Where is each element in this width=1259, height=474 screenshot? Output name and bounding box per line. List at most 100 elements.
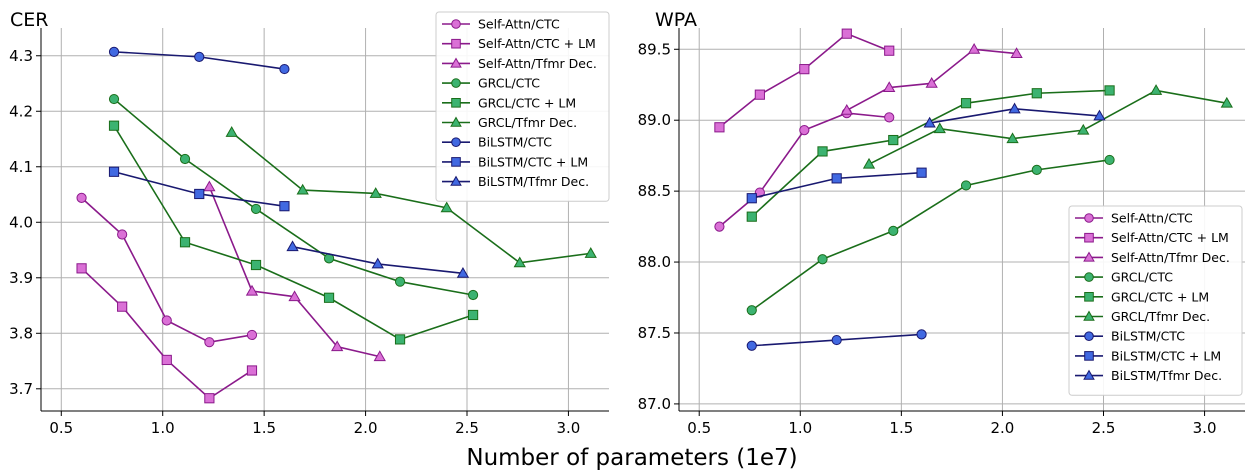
wpa-y-tick-label: 89.5: [638, 40, 671, 58]
cer-legend-item: GRCL/CTC + LM: [442, 95, 576, 110]
cer-data-point: [250, 259, 262, 271]
cer-legend-label: BiLSTM/CTC + LM: [478, 154, 588, 169]
wpa-legend-label: GRCL/CTC + LM: [1111, 289, 1209, 304]
wpa-legend-marker: [1084, 292, 1094, 302]
wpa-legend-item: Self-Attn/CTC: [1075, 211, 1193, 226]
cer-legend-marker: [451, 137, 461, 147]
cer-legend-label: GRCL/Tfmr Dec.: [478, 115, 577, 130]
wpa-data-point: [799, 125, 810, 136]
wpa-series-line: [868, 89, 1227, 165]
wpa-data-point: [1006, 132, 1019, 144]
cer-series-self-attn-tfmr-dec: [203, 180, 386, 362]
cer-legend-marker: [451, 78, 461, 88]
cer-data-point: [108, 46, 120, 57]
cer-data-point: [108, 120, 120, 131]
wpa-series-line: [718, 32, 890, 128]
cer-y-tick-label: 3.7: [9, 380, 33, 398]
cer-x-tick-label: 1.0: [151, 419, 175, 437]
cer-data-point: [117, 229, 128, 240]
cer-data-point: [467, 309, 479, 321]
wpa-y-tick-label: 88.0: [638, 253, 671, 271]
cer-legend-item: BiLSTM/CTC: [442, 135, 552, 150]
cer-series-grcl-ctc-lm: [108, 120, 479, 345]
wpa-data-point: [1031, 164, 1042, 175]
wpa-data-point: [1031, 88, 1042, 99]
wpa-legend-label: GRCL/CTC: [1111, 270, 1173, 285]
wpa-series-grcl-tfmr-dec: [862, 84, 1233, 169]
cer-legend-frame: [435, 11, 610, 202]
cer-legend-item: GRCL/Tfmr Dec.: [442, 115, 577, 130]
cer-legend-item: Self-Attn/CTC: [442, 17, 560, 32]
wpa-legend-item: Self-Attn/CTC + LM: [1075, 230, 1229, 245]
cer-legend-item: BiLSTM/Tfmr Dec.: [442, 174, 589, 189]
wpa-y-tick-label: 87.5: [638, 324, 671, 342]
cer-chart-title: CER: [10, 9, 48, 31]
cer-data-point: [246, 329, 258, 341]
cer-data-point: [369, 187, 382, 198]
cer-panel: 0.5 1.0 1.5 2.0 2.5 3.0 3.7 3.8 3.9 4.0 4.1 4.2 4.3 C…: [9, 9, 610, 437]
wpa-data-point: [923, 116, 936, 128]
cer-data-point: [179, 153, 191, 165]
cer-data-point: [456, 267, 470, 278]
wpa-data-point: [884, 112, 895, 123]
wpa-legend-marker: [1084, 331, 1094, 342]
cer-legend-marker: [451, 157, 461, 167]
cer-y-tick-label: 4.1: [9, 158, 33, 176]
cer-y-tick-label: 4.3: [9, 47, 33, 65]
cer-data-point: [286, 240, 299, 252]
cer-data-point: [288, 290, 301, 302]
wpa-series-bilstm-ctc-lm: [746, 167, 927, 204]
cer-data-point: [108, 93, 120, 105]
cer-series-line: [113, 125, 474, 341]
cer-data-point: [179, 237, 191, 248]
wpa-data-point: [960, 98, 972, 109]
cer-legend-label: Self-Attn/CTC: [478, 17, 560, 32]
wpa-series-bilstm-tfmr-dec: [923, 102, 1106, 128]
wpa-data-point: [1093, 109, 1106, 121]
wpa-legend-marker: [1084, 213, 1094, 223]
wpa-legend-marker: [1083, 369, 1095, 380]
cer-data-point: [194, 51, 205, 62]
wpa-data-point: [799, 64, 810, 75]
wpa-data-point: [916, 167, 927, 178]
cer-y-tick-label: 4.2: [9, 102, 33, 120]
wpa-data-point: [967, 42, 981, 54]
cer-legend-marker: [451, 38, 461, 49]
cer-series-grcl-ctc: [108, 93, 479, 301]
wpa-legend-label: Self-Attn/Tfmr Dec.: [1111, 250, 1230, 265]
wpa-data-point: [746, 340, 757, 351]
cer-x-tick-label: 2.0: [354, 419, 378, 437]
cer-data-point: [371, 257, 384, 269]
wpa-series-self-attn-ctc-lm: [714, 28, 895, 133]
wpa-legend-item: GRCL/CTC: [1075, 270, 1173, 285]
cer-legend-item: Self-Attn/Tfmr Dec.: [442, 56, 597, 71]
cer-data-point: [108, 166, 120, 177]
wpa-chart-title: WPA: [655, 9, 697, 31]
wpa-y-tick-label: 89.0: [638, 111, 671, 129]
wpa-data-point: [817, 146, 828, 157]
cer-data-point: [225, 126, 238, 137]
wpa-legend-item: GRCL/Tfmr Dec.: [1075, 309, 1210, 324]
wpa-data-point: [1104, 85, 1115, 96]
wpa-data-point: [1104, 154, 1115, 166]
wpa-data-point: [1008, 102, 1021, 114]
cer-data-point: [394, 276, 406, 287]
wpa-legend-item: BiLSTM/Tfmr Dec.: [1075, 368, 1222, 383]
cer-series-line: [113, 98, 474, 296]
cer-x-tick-label: 1.5: [252, 419, 276, 437]
wpa-data-point: [883, 81, 896, 93]
cer-legend-item: BiLSTM/CTC + LM: [442, 154, 588, 169]
wpa-series-bilstm-ctc: [746, 329, 927, 351]
wpa-legend-label: BiLSTM/CTC: [1111, 329, 1185, 344]
cer-data-point: [246, 365, 258, 376]
wpa-legend-label: Self-Attn/CTC: [1111, 211, 1193, 226]
wpa-x-tick-label: 0.5: [687, 419, 711, 437]
wpa-legend-label: GRCL/Tfmr Dec.: [1111, 309, 1210, 324]
wpa-data-point: [888, 134, 899, 146]
cer-series-bilstm-ctc: [108, 46, 290, 75]
wpa-legend-label: BiLSTM/CTC + LM: [1111, 348, 1221, 363]
cer-data-point: [584, 247, 597, 258]
wpa-series-self-attn-ctc: [714, 108, 895, 232]
cer-data-point: [76, 263, 87, 274]
wpa-series-line: [751, 89, 1110, 218]
